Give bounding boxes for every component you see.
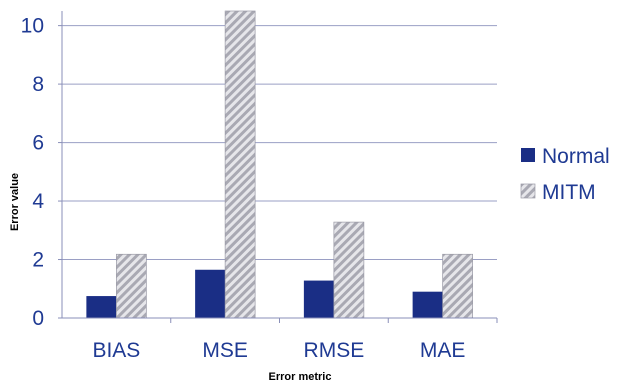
bar-normal-mse <box>195 269 226 318</box>
bar-normal-mae <box>412 291 443 318</box>
y-tick-labels: 0 2 4 6 8 10 <box>21 15 45 330</box>
bar-mitm-mse <box>224 10 256 319</box>
x-tick-labels: BIAS MSE RMSE MAE <box>92 339 465 362</box>
y-tick-label: 2 <box>32 249 44 272</box>
bars <box>86 10 473 319</box>
x-axis-title: Error metric <box>269 371 332 383</box>
gridlines <box>62 25 497 261</box>
bar-mitm-bias <box>116 253 147 319</box>
bar-normal-bias <box>86 296 117 318</box>
y-tick-label: 8 <box>32 73 44 96</box>
legend-label-normal: Normal <box>542 145 610 168</box>
legend-swatch-normal <box>521 148 535 162</box>
x-tick-label: RMSE <box>304 339 365 362</box>
axes <box>58 11 498 323</box>
x-tick-label: BIAS <box>92 339 140 362</box>
bar-normal-rmse <box>303 280 334 318</box>
legend-label-mitm: MITM <box>542 181 596 204</box>
y-tick-label: 0 <box>32 307 44 330</box>
bar-mitm-rmse <box>333 221 365 319</box>
legend: Normal MITM <box>520 145 610 204</box>
x-tick-label: MAE <box>420 339 466 362</box>
legend-swatch-mitm <box>520 183 536 199</box>
y-tick-label: 10 <box>21 15 44 38</box>
y-tick-label: 6 <box>32 132 44 155</box>
x-tick-label: MSE <box>202 339 248 362</box>
bar-mitm-mae <box>442 253 473 319</box>
y-tick-label: 4 <box>32 190 44 213</box>
y-axis-title: Error value <box>9 173 21 231</box>
